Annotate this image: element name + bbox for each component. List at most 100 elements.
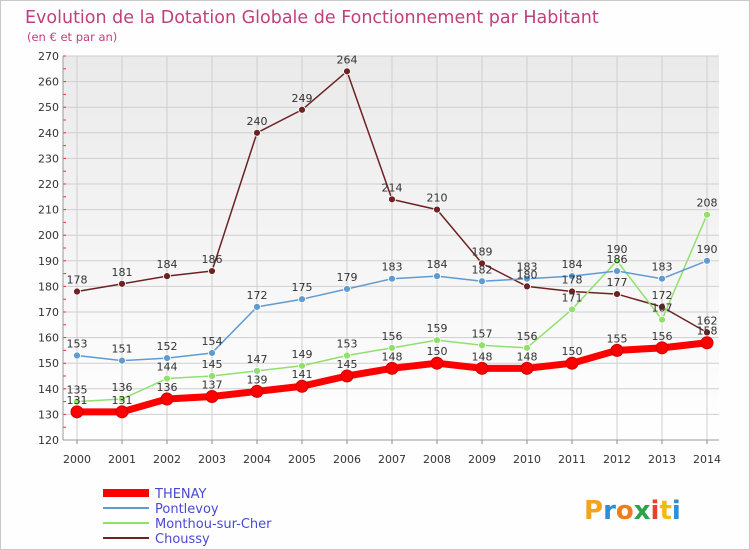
data-label: 152 xyxy=(157,340,178,353)
data-label: 190 xyxy=(607,243,628,256)
x-tick-label: 2010 xyxy=(513,453,541,466)
data-label: 172 xyxy=(652,289,673,302)
data-point xyxy=(253,128,261,137)
data-point xyxy=(475,361,489,375)
data-label: 183 xyxy=(517,261,538,274)
data-point xyxy=(70,405,84,419)
data-point xyxy=(118,279,126,288)
data-point xyxy=(658,315,666,324)
data-label: 214 xyxy=(382,181,403,194)
x-tick-label: 2013 xyxy=(648,453,676,466)
data-label: 151 xyxy=(112,343,133,356)
data-point xyxy=(658,274,666,283)
data-point xyxy=(73,287,81,296)
data-point xyxy=(253,302,261,311)
data-label: 156 xyxy=(517,330,538,343)
data-label: 190 xyxy=(697,243,718,256)
data-label: 184 xyxy=(157,258,178,271)
data-point xyxy=(253,366,261,375)
data-point xyxy=(433,205,441,214)
data-point xyxy=(118,356,126,365)
data-point xyxy=(613,290,621,298)
data-label: 183 xyxy=(652,261,673,274)
data-point xyxy=(163,272,171,281)
y-tick-label: 240 xyxy=(38,127,59,140)
data-point xyxy=(430,356,444,370)
data-point xyxy=(115,405,129,419)
data-label: 136 xyxy=(112,381,133,394)
data-label: 150 xyxy=(562,345,583,358)
data-point xyxy=(568,305,576,314)
data-point xyxy=(478,277,486,286)
data-label: 136 xyxy=(157,381,178,394)
data-label: 141 xyxy=(292,368,313,381)
legend-label: Choussy xyxy=(155,532,210,547)
data-label: 181 xyxy=(112,266,133,279)
data-point xyxy=(655,341,669,355)
data-label: 249 xyxy=(292,92,313,105)
data-label: 177 xyxy=(607,276,628,289)
data-label: 153 xyxy=(337,338,358,351)
data-point xyxy=(658,302,666,311)
data-point xyxy=(208,267,216,275)
data-point xyxy=(388,195,396,204)
plot-background xyxy=(63,56,719,440)
legend-label: THENAY xyxy=(154,487,207,502)
x-tick-label: 2009 xyxy=(468,453,496,466)
x-tick-label: 2005 xyxy=(288,453,316,466)
data-point xyxy=(118,395,126,403)
x-tick-label: 2002 xyxy=(153,453,181,466)
logo-text: Proxiti xyxy=(584,496,681,526)
data-label: 131 xyxy=(67,394,88,407)
data-point xyxy=(700,336,714,350)
data-point xyxy=(298,295,306,304)
data-point xyxy=(73,397,81,406)
data-label: 137 xyxy=(202,378,223,391)
data-label: 158 xyxy=(697,325,718,338)
y-tick-label: 150 xyxy=(38,357,59,370)
data-label: 171 xyxy=(562,291,583,304)
data-label: 147 xyxy=(247,353,268,366)
proxiti-logo: Proxiti xyxy=(584,496,681,526)
x-tick-label: 2001 xyxy=(108,453,136,466)
data-label: 153 xyxy=(67,338,88,351)
data-label: 264 xyxy=(337,53,358,66)
data-label: 148 xyxy=(472,350,493,363)
y-tick-label: 160 xyxy=(38,332,59,345)
data-point xyxy=(340,369,354,383)
data-label: 179 xyxy=(337,271,358,284)
data-point xyxy=(523,343,531,352)
data-point xyxy=(298,105,306,114)
data-point xyxy=(298,361,306,370)
data-label: 180 xyxy=(517,268,538,281)
data-label: 135 xyxy=(67,384,88,397)
data-point xyxy=(703,210,711,219)
data-point xyxy=(388,274,396,283)
data-label: 167 xyxy=(652,302,673,315)
data-label: 148 xyxy=(517,350,538,363)
data-point xyxy=(343,67,351,76)
data-label: 172 xyxy=(247,289,268,302)
x-tick-label: 2006 xyxy=(333,453,361,466)
data-point xyxy=(433,272,441,281)
data-point xyxy=(613,267,621,275)
chart-title: Evolution de la Dotation Globale de Fonc… xyxy=(25,8,599,28)
y-tick-label: 190 xyxy=(38,255,59,268)
y-tick-label: 270 xyxy=(38,50,59,63)
data-label: 178 xyxy=(67,274,88,287)
data-label: 182 xyxy=(472,263,493,276)
data-point xyxy=(523,282,531,291)
data-label: 178 xyxy=(562,274,583,287)
data-point xyxy=(295,379,309,393)
y-tick-label: 200 xyxy=(38,229,59,242)
data-point xyxy=(565,356,579,370)
x-tick-label: 2012 xyxy=(603,453,631,466)
data-point xyxy=(343,285,351,293)
data-label: 144 xyxy=(157,361,178,374)
data-label: 189 xyxy=(472,245,493,258)
data-label: 186 xyxy=(202,253,223,266)
data-label: 184 xyxy=(562,258,583,271)
data-point xyxy=(613,256,621,265)
data-point xyxy=(208,349,216,357)
